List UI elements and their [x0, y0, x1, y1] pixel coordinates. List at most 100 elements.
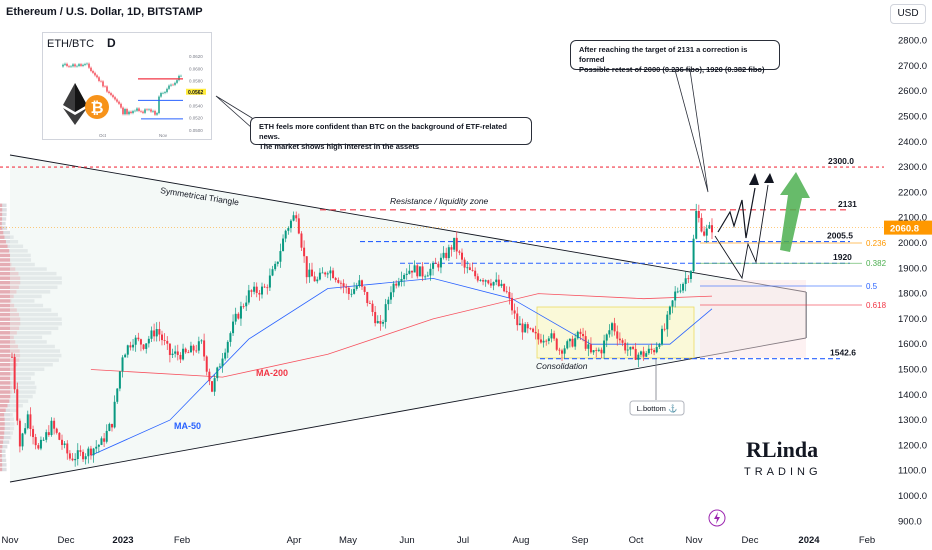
y-tick-label: 1000.0	[898, 491, 927, 502]
candle-body	[653, 350, 656, 353]
inset-candle-body	[134, 110, 136, 112]
inset-last-bg	[186, 88, 206, 95]
inset-candles	[62, 62, 183, 120]
candle-body	[668, 306, 671, 315]
candle-body	[387, 299, 390, 305]
candle-body	[468, 267, 471, 270]
candle-body	[274, 263, 277, 270]
candle-body	[82, 451, 85, 460]
candle-body	[66, 443, 69, 454]
candle-body	[521, 323, 524, 333]
forecast-path-1	[717, 187, 756, 239]
candle-body	[655, 346, 658, 353]
candle-body	[379, 321, 382, 324]
candle-body	[21, 433, 24, 447]
candle-body	[16, 389, 19, 421]
candle-body	[629, 346, 632, 350]
volume-bar	[0, 417, 15, 422]
candle-body	[450, 247, 453, 250]
inset-candle-body	[130, 111, 132, 114]
candle-body	[500, 283, 503, 286]
candle-body	[492, 282, 495, 286]
x-axis[interactable]: Nov Dec 2023 Feb Apr May Jun Jul Aug Sep Oct Nov Dec…	[2, 535, 876, 546]
y-tick-label: 2500.0	[898, 112, 927, 123]
forecast-path-2	[714, 184, 769, 280]
inset-candle-body	[144, 109, 146, 113]
inset-y-tick: 0.0520	[189, 116, 203, 121]
candle-body	[226, 341, 229, 353]
last-price-label: 2060.8	[890, 224, 919, 235]
volume-bar-sell	[0, 358, 20, 362]
candle-body	[92, 448, 95, 456]
candle-body	[111, 423, 113, 428]
consolidation-rect	[536, 306, 695, 359]
candle-body	[95, 446, 98, 449]
candle-body	[689, 271, 692, 279]
candle-body	[621, 340, 624, 343]
candle-body	[184, 348, 187, 353]
candle-body	[597, 349, 600, 351]
candle-body	[155, 329, 158, 337]
lightning-icon[interactable]	[708, 509, 726, 527]
volume-bar	[0, 230, 10, 235]
candle-body	[453, 237, 456, 250]
candle-body	[100, 438, 103, 445]
logo-bottom: TRADING	[744, 466, 822, 478]
forecast-arrowhead-1	[749, 173, 759, 185]
inset-candle-body	[118, 101, 120, 104]
candle-body	[292, 215, 295, 221]
candle-body	[589, 344, 592, 353]
inset-candle-body	[128, 111, 130, 115]
symbol-title[interactable]: Ethereum / U.S. Dollar, 1D, BITSTAMP	[6, 6, 203, 18]
candle-body	[663, 328, 666, 330]
candle-body	[224, 352, 227, 359]
volume-bar-sell	[0, 408, 6, 412]
candle-body	[76, 450, 79, 459]
rlinda-trading-logo: RLinda TRADING	[742, 435, 832, 481]
x-tick-label: Nov	[2, 535, 19, 546]
inset-candle-body	[136, 108, 138, 111]
candle-body	[421, 266, 424, 277]
candle-body	[539, 339, 542, 343]
inset-candle-body	[138, 108, 140, 111]
triangle-tip-fill	[700, 280, 806, 358]
ethereum-icon	[63, 83, 87, 125]
inset-candle-body	[114, 97, 116, 100]
candle-body	[334, 278, 337, 280]
candle-body	[613, 323, 616, 332]
volume-bar	[0, 212, 7, 217]
inset-candle-body	[92, 70, 94, 73]
currency-button[interactable]: USD	[890, 4, 926, 24]
volume-bar-sell	[0, 203, 3, 208]
candle-body	[389, 292, 392, 300]
volume-bar-sell	[0, 435, 4, 440]
candle-body	[39, 439, 42, 449]
volume-bar	[0, 458, 7, 463]
inset-x-tick: Oct	[99, 133, 107, 138]
candle-body	[587, 344, 590, 349]
y-axis[interactable]: 900.0 1000.0 1100.0 1200.0 1300.0 1400.0 1500.…	[898, 36, 927, 528]
volume-bar	[0, 226, 8, 230]
candle-body	[295, 215, 298, 219]
candle-body	[313, 276, 316, 282]
inset-title: ETH/BTC	[47, 38, 94, 50]
candle-body	[703, 231, 706, 236]
volume-bar-sell	[0, 449, 2, 453]
candle-body	[576, 331, 579, 339]
candle-body	[442, 252, 445, 258]
candle-body	[263, 286, 266, 288]
volume-bar-sell	[0, 444, 3, 449]
candle-body	[376, 321, 379, 324]
volume-bar-sell	[0, 303, 15, 308]
y-tick-label: 2800.0	[898, 36, 927, 47]
fib-label: 0.382	[866, 259, 887, 268]
volume-bar	[0, 454, 6, 458]
candle-body	[247, 290, 250, 303]
candle-body	[179, 354, 182, 360]
candle-body	[455, 237, 458, 252]
inset-candle-body	[166, 88, 168, 93]
candle-body	[105, 430, 108, 442]
candle-body	[458, 251, 461, 253]
candle-body	[261, 286, 263, 295]
